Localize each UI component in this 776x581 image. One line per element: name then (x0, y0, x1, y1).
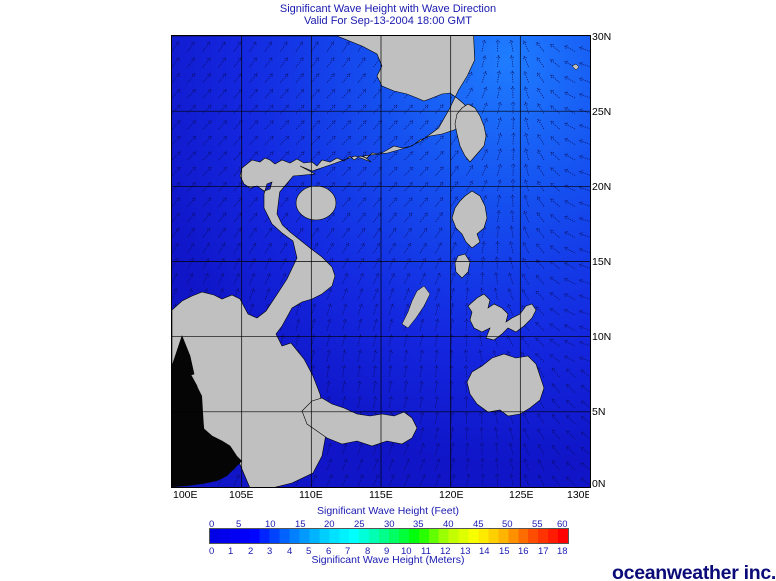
svg-text:110E: 110E (299, 489, 323, 501)
svg-text:125E: 125E (509, 489, 534, 501)
svg-text:25N: 25N (592, 106, 611, 118)
svg-text:15N: 15N (592, 256, 611, 268)
svg-text:105E: 105E (229, 489, 254, 501)
svg-text:10N: 10N (592, 331, 611, 343)
svg-text:0N: 0N (592, 478, 605, 487)
svg-text:120E: 120E (439, 489, 464, 501)
svg-text:130E: 130E (567, 489, 589, 501)
svg-text:100E: 100E (173, 489, 198, 501)
svg-text:30N: 30N (592, 32, 611, 43)
svg-text:115E: 115E (369, 489, 393, 501)
svg-text:5N: 5N (592, 406, 605, 418)
svg-text:20N: 20N (592, 181, 611, 193)
